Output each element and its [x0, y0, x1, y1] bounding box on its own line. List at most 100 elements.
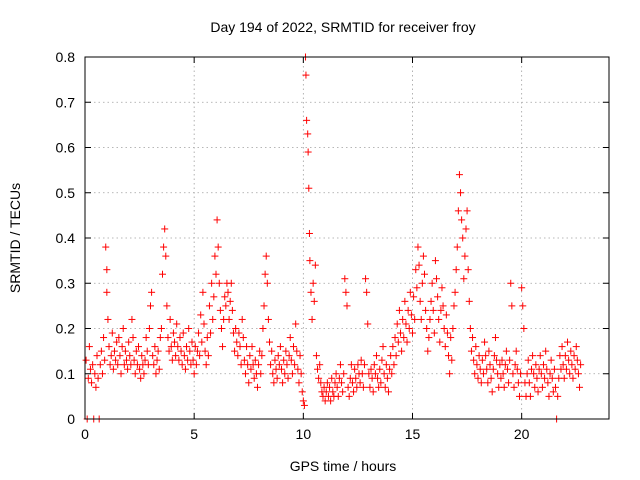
data-point [536, 352, 544, 360]
data-point [336, 361, 344, 369]
data-point [105, 343, 113, 351]
data-point [291, 361, 299, 369]
data-point [380, 370, 388, 378]
data-point [91, 370, 99, 378]
data-point [198, 338, 206, 346]
y-tick-label: 0.2 [56, 321, 76, 337]
data-point [260, 302, 268, 310]
data-point [538, 383, 546, 391]
data-point [226, 297, 234, 305]
data-point [566, 370, 574, 378]
data-point [151, 343, 159, 351]
y-axis-label: SRMTID / TECUs [7, 183, 23, 293]
data-point [503, 365, 511, 373]
data-point [502, 347, 510, 355]
data-point [501, 361, 509, 369]
data-point [405, 325, 413, 332]
data-point [419, 252, 427, 260]
data-point [423, 325, 431, 332]
data-point [413, 284, 421, 292]
data-point [467, 347, 475, 355]
data-point [394, 338, 402, 346]
data-point [106, 361, 114, 369]
data-point [421, 270, 429, 278]
data-point [147, 302, 154, 310]
data-point [515, 392, 523, 400]
data-point [569, 374, 577, 382]
y-tick-label: 0.3 [56, 275, 76, 291]
data-point [529, 352, 537, 360]
data-point [577, 361, 585, 369]
data-point [378, 356, 386, 364]
data-point [398, 347, 406, 355]
data-point [256, 347, 264, 355]
data-point [247, 365, 255, 373]
data-point [469, 334, 477, 342]
data-point [316, 361, 324, 369]
data-point [354, 361, 362, 369]
data-point [576, 383, 584, 391]
data-point [512, 347, 520, 355]
data-point [369, 388, 377, 396]
data-point [382, 361, 390, 369]
data-point [108, 329, 116, 337]
data-point [122, 356, 130, 364]
data-point [171, 338, 179, 346]
data-point [396, 329, 404, 337]
data-point [510, 383, 518, 391]
data-point [305, 229, 313, 237]
data-point [464, 266, 472, 274]
data-point [513, 365, 521, 373]
data-point [562, 365, 570, 373]
data-point [211, 252, 219, 260]
data-point [185, 325, 193, 332]
data-point [453, 243, 461, 251]
data-point [181, 365, 189, 373]
data-point [178, 361, 186, 369]
data-point [511, 361, 519, 369]
data-point [251, 356, 259, 364]
data-point [500, 383, 508, 391]
data-point [177, 347, 185, 355]
data-point [367, 365, 375, 373]
data-point [258, 352, 266, 360]
data-point [437, 306, 445, 314]
data-point [507, 279, 515, 287]
data-point [279, 379, 287, 387]
data-point [284, 374, 292, 382]
data-point [402, 320, 410, 328]
data-point [203, 334, 211, 342]
data-point [484, 379, 492, 387]
data-point [526, 392, 534, 400]
data-point [481, 338, 489, 346]
data-point [383, 374, 391, 382]
data-point [283, 361, 291, 369]
data-point [343, 302, 351, 310]
data-point [281, 370, 289, 378]
data-point [543, 365, 551, 373]
data-point [101, 356, 109, 364]
data-point [157, 325, 165, 332]
x-tick-label: 15 [405, 426, 421, 442]
data-point [356, 379, 364, 387]
data-point [570, 352, 578, 360]
data-point [288, 370, 296, 378]
data-point [197, 311, 205, 319]
data-point [525, 379, 533, 387]
data-point [533, 374, 541, 382]
data-point [428, 279, 436, 287]
data-point [433, 275, 441, 283]
data-point [505, 379, 513, 387]
data-point [118, 343, 126, 351]
data-point [296, 352, 304, 360]
data-point [89, 361, 97, 369]
data-point [486, 361, 494, 369]
data-point [100, 334, 108, 342]
data-point [490, 352, 498, 360]
data-point [471, 370, 479, 378]
data-point [246, 352, 254, 360]
data-point [224, 288, 232, 296]
data-point [314, 365, 322, 373]
data-point [278, 365, 285, 373]
